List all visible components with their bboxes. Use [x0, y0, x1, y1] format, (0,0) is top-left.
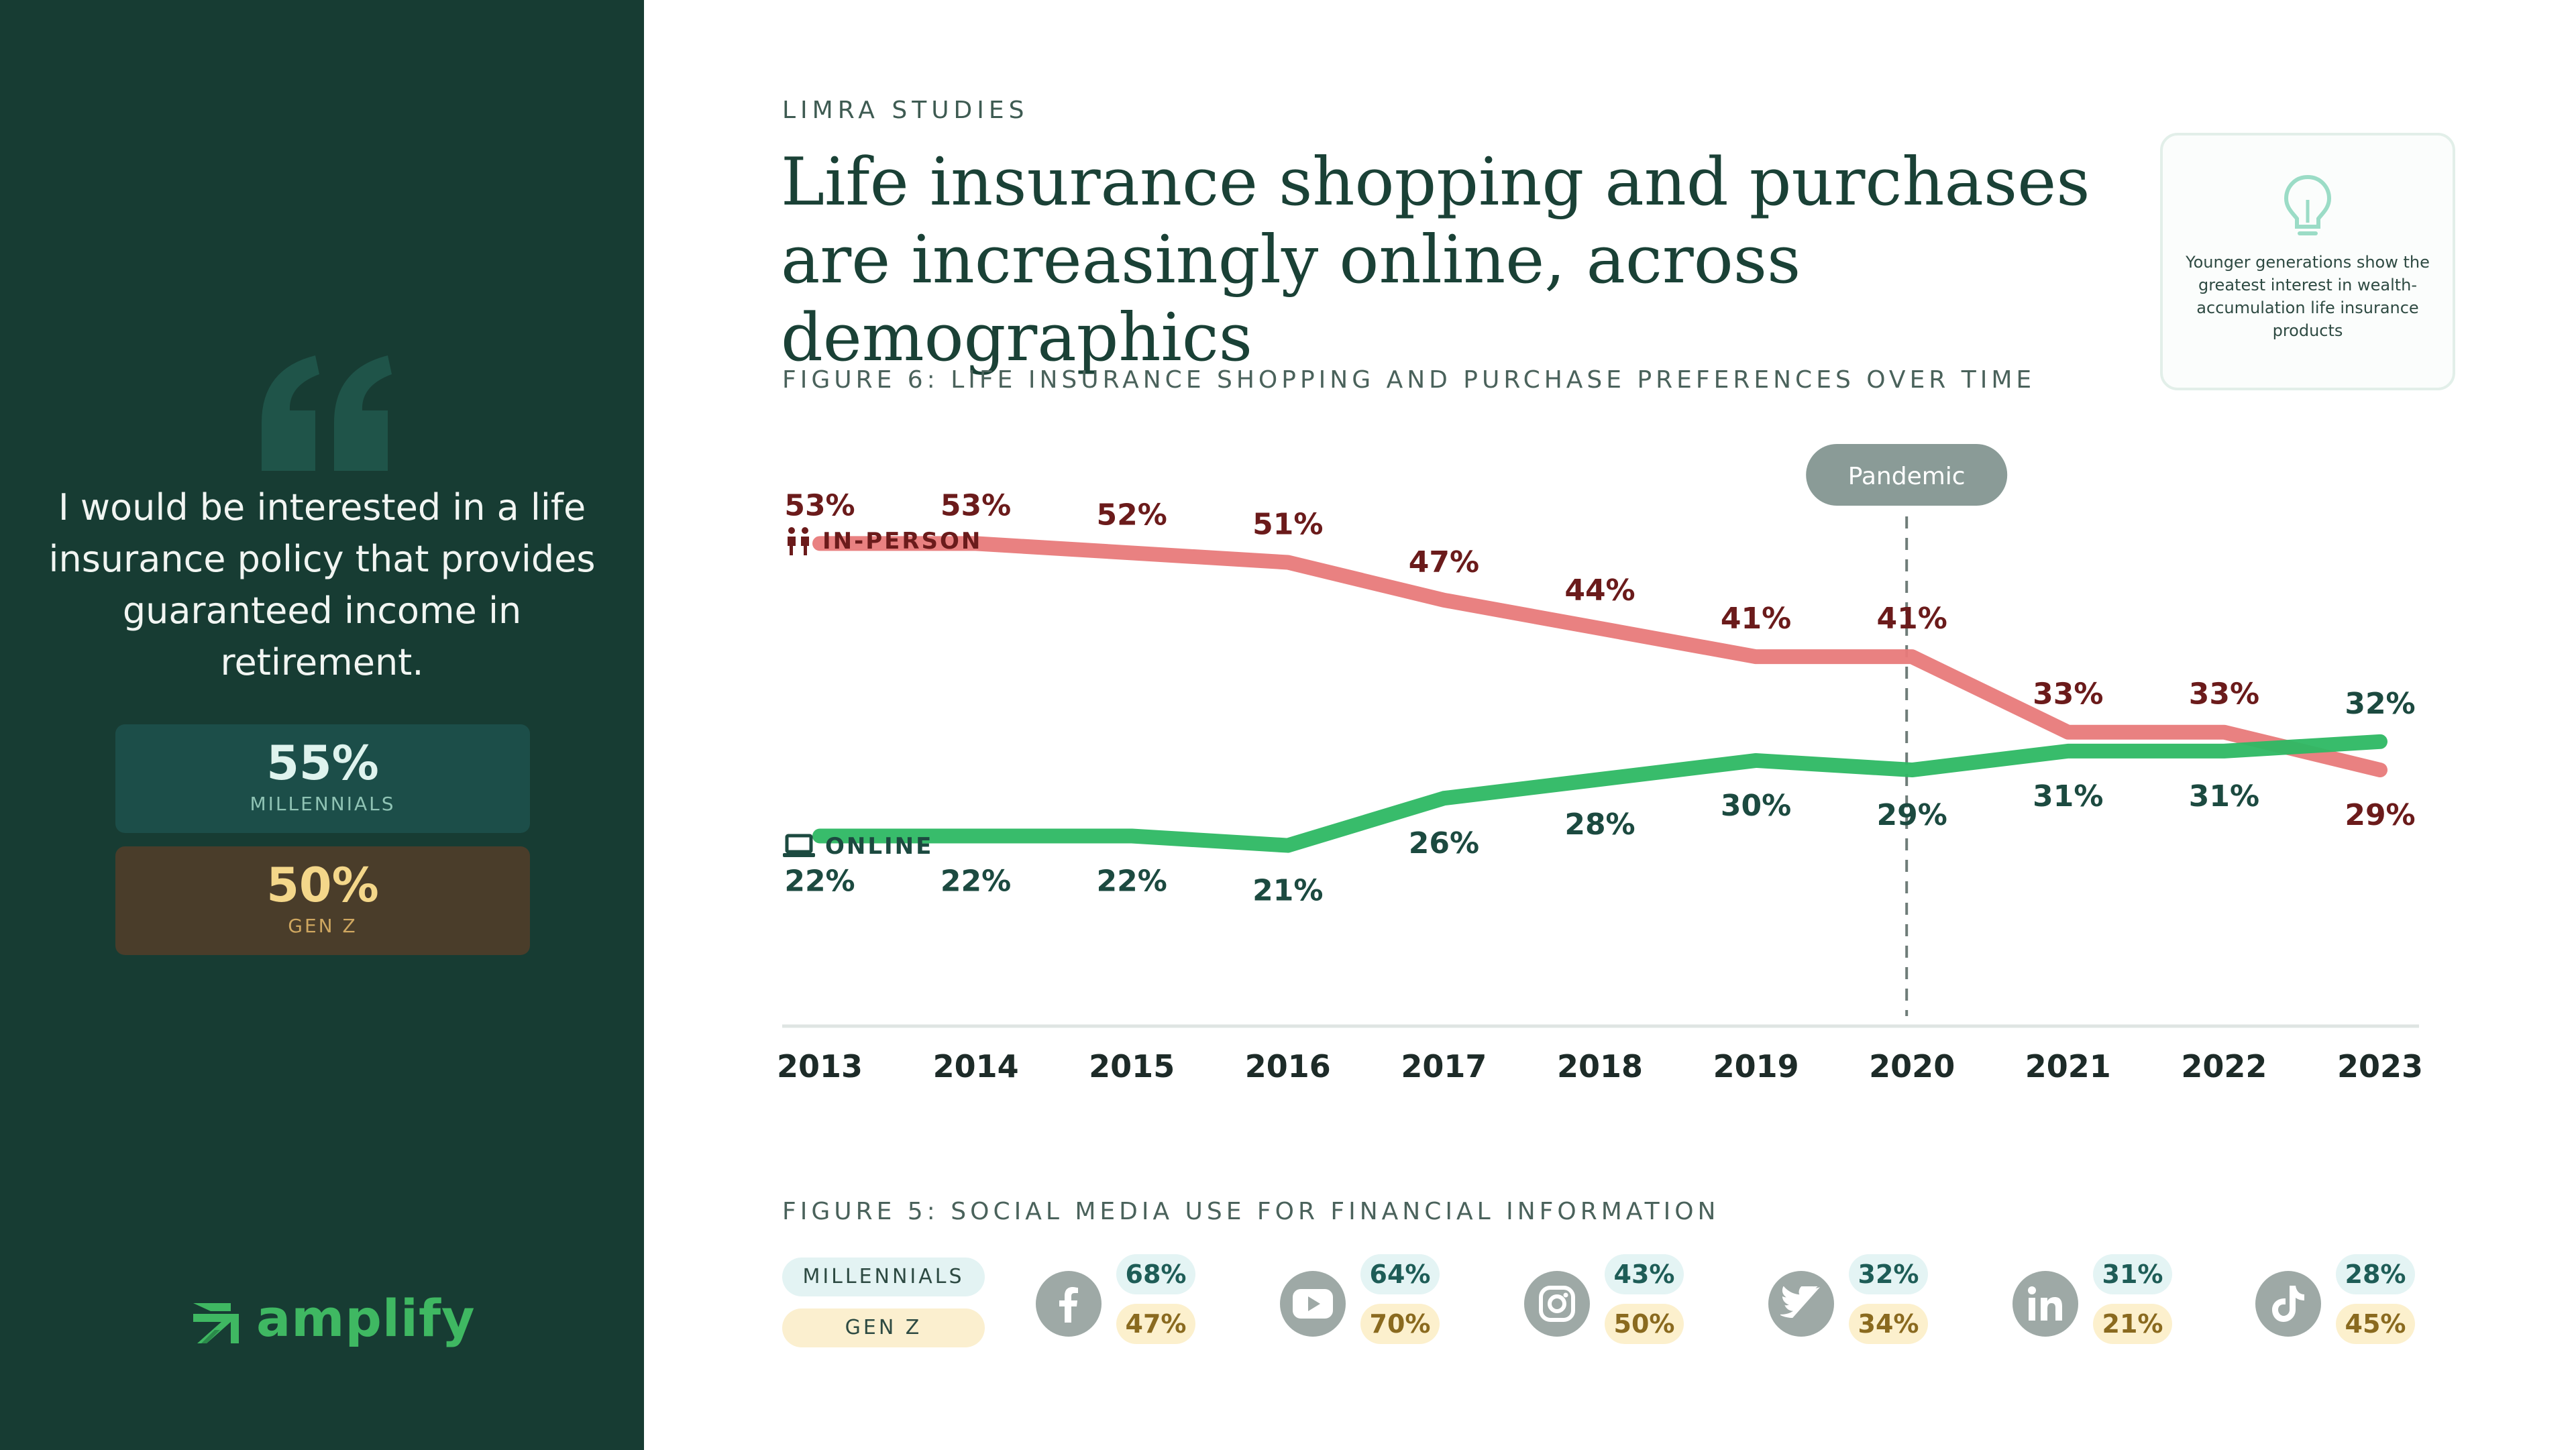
pandemic-label: Pandemic: [1848, 463, 1966, 490]
row-legend: MILLENNIALS GEN Z: [782, 1258, 985, 1359]
x-tick-label: 2021: [2025, 1048, 2111, 1084]
data-label-in-person: 33%: [2189, 677, 2259, 712]
x-tick-label: 2013: [777, 1048, 863, 1084]
social-linkedin: 31% 21%: [2012, 1254, 2172, 1353]
data-label-online: 21%: [1252, 874, 1323, 908]
millennials-value: 43%: [1605, 1254, 1684, 1294]
stat-value: 55%: [266, 736, 379, 791]
figure-5-title: FIGURE 5: SOCIAL MEDIA USE FOR FINANCIAL…: [782, 1198, 1720, 1225]
youtube-icon[interactable]: [1280, 1271, 1346, 1337]
data-label-online: 22%: [784, 865, 855, 899]
social-youtube: 64% 70%: [1280, 1254, 1440, 1353]
social-values: 32% 34%: [1849, 1254, 1928, 1353]
twitter-icon[interactable]: [1768, 1271, 1834, 1337]
data-label-in-person: 41%: [1721, 602, 1791, 636]
data-label-in-person: 41%: [1877, 602, 1947, 636]
data-label-online: 22%: [1097, 865, 1167, 899]
person-icon: [788, 527, 809, 555]
x-tick-label: 2019: [1713, 1048, 1799, 1084]
data-label-in-person: 53%: [784, 488, 855, 522]
stat-label: GEN Z: [288, 915, 358, 937]
x-tick-label: 2018: [1557, 1048, 1643, 1084]
eyebrow-label: LIMRA STUDIES: [782, 97, 1029, 124]
laptop-icon: [783, 834, 815, 857]
data-label-online: 22%: [941, 865, 1011, 899]
social-values: 64% 70%: [1360, 1254, 1440, 1353]
data-label-in-person: 51%: [1252, 507, 1323, 541]
quote-icon: [262, 355, 392, 471]
gen-z-value: 47%: [1116, 1304, 1195, 1344]
stat-label: MILLENNIALS: [250, 793, 396, 815]
data-label-online: 28%: [1564, 807, 1635, 842]
social-values: 68% 47%: [1116, 1254, 1195, 1353]
social-facebook: 68% 47%: [1036, 1254, 1195, 1353]
amplify-logo[interactable]: amplify: [191, 1288, 476, 1348]
x-tick-label: 2020: [1869, 1048, 1955, 1084]
data-label-in-person: 33%: [2033, 677, 2103, 712]
legend-label: IN-PERSON: [822, 528, 983, 555]
data-label-online: 26%: [1409, 826, 1479, 860]
social-values: 28% 45%: [2336, 1254, 2415, 1353]
linkedin-icon[interactable]: [2012, 1271, 2078, 1337]
data-label-in-person: 53%: [941, 488, 1011, 522]
x-tick-label: 2023: [2337, 1048, 2423, 1084]
gen-z-value: 50%: [1605, 1304, 1684, 1344]
social-values: 31% 21%: [2093, 1254, 2172, 1353]
gen-z-value: 45%: [2336, 1304, 2415, 1344]
gen-z-value: 70%: [1360, 1304, 1440, 1344]
series-line-online: [812, 734, 2387, 853]
tiktok-icon[interactable]: [2255, 1271, 2321, 1337]
legend-in-person: IN-PERSON: [782, 526, 982, 557]
x-tick-label: 2015: [1089, 1048, 1175, 1084]
social-instagram: 43% 50%: [1524, 1254, 1684, 1353]
lightbulb-icon: [2284, 174, 2332, 235]
legend-label: ONLINE: [825, 833, 934, 860]
x-tick-label: 2017: [1401, 1048, 1487, 1084]
data-label-online: 29%: [1877, 798, 1947, 832]
millennials-pill: MILLENNIALS: [782, 1258, 985, 1296]
data-label-online: 31%: [2189, 779, 2259, 814]
social-twitter: 32% 34%: [1768, 1254, 1928, 1353]
data-label-in-person: 29%: [2345, 798, 2415, 832]
social-values: 43% 50%: [1605, 1254, 1684, 1353]
gen-z-value: 34%: [1849, 1304, 1928, 1344]
millennials-value: 28%: [2336, 1254, 2415, 1294]
millennials-value: 32%: [1849, 1254, 1928, 1294]
figure-6-title: FIGURE 6: LIFE INSURANCE SHOPPING AND PU…: [782, 366, 2036, 394]
x-tick-label: 2014: [933, 1048, 1019, 1084]
data-label-online: 32%: [2345, 687, 2415, 721]
data-label-in-person: 44%: [1564, 573, 1635, 608]
millennials-value: 64%: [1360, 1254, 1440, 1294]
facebook-icon[interactable]: [1036, 1271, 1102, 1337]
pandemic-annotation: Pandemic: [1806, 444, 2008, 506]
amplify-logo-icon: [193, 1303, 239, 1343]
page-title: Life insurance shopping and purchases ar…: [781, 144, 2090, 376]
instagram-icon[interactable]: [1524, 1271, 1590, 1337]
millennials-value: 31%: [2093, 1254, 2172, 1294]
millennials-value: 68%: [1116, 1254, 1195, 1294]
stat-gen-z: 50% GEN Z: [115, 846, 530, 955]
stat-millennials: 55% MILLENNIALS: [115, 724, 530, 833]
x-tick-label: 2016: [1245, 1048, 1331, 1084]
quote-text: I would be interested in a life insuranc…: [48, 486, 596, 683]
legend-online: ONLINE: [782, 833, 933, 860]
data-label-in-person: 52%: [1097, 498, 1167, 532]
data-label-online: 31%: [2033, 779, 2103, 814]
gen-z-pill: GEN Z: [782, 1308, 985, 1347]
social-tiktok: 28% 45%: [2255, 1254, 2415, 1353]
x-tick-label: 2022: [2181, 1048, 2267, 1084]
gen-z-value: 21%: [2093, 1304, 2172, 1344]
stat-value: 50%: [266, 858, 379, 913]
data-label-online: 30%: [1721, 789, 1791, 823]
tip-text: Younger generations show the greatest in…: [2186, 253, 2430, 340]
quote-sidebar: I would be interested in a life insuranc…: [0, 0, 644, 1450]
series-line-in-person: [812, 536, 2387, 778]
tip-card: Younger generations show the greatest in…: [2160, 133, 2455, 390]
data-label-in-person: 47%: [1409, 545, 1479, 579]
logo-wordmark: amplify: [256, 1288, 476, 1348]
